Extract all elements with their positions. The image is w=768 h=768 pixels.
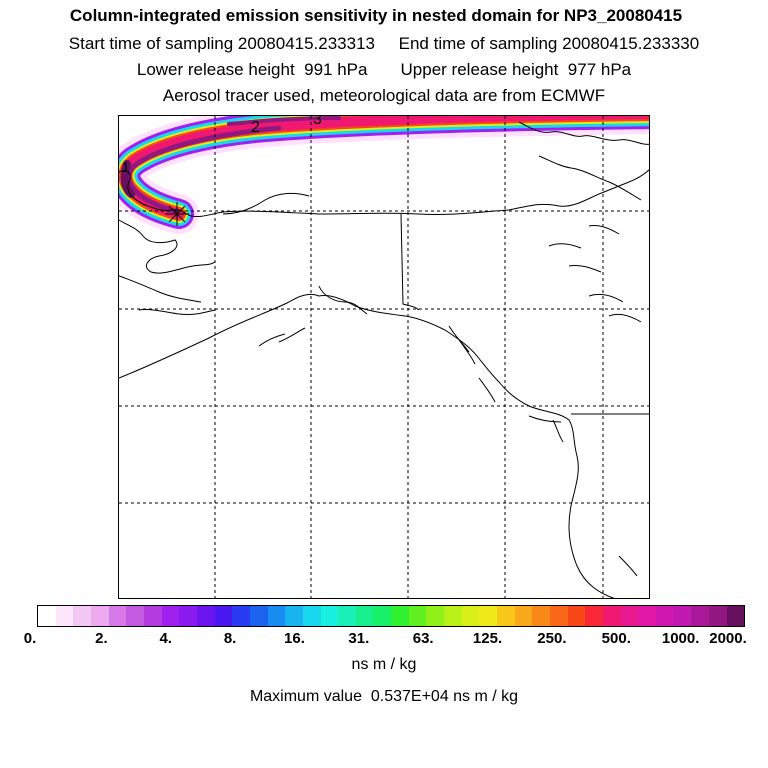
colorbar-segment [179,606,197,626]
colorbar-segment [691,606,709,626]
colorbar-segment [302,606,321,626]
release-heights: Lower release height 991 hPa Upper relea… [0,60,768,80]
colorbar-segment [514,606,533,626]
maximum-value: Maximum value 0.537E+04 ns m / kg [249,688,519,705]
coastlines [119,121,649,598]
colorbar-segment [532,606,551,626]
colorbar-segment [408,606,427,626]
colorbar-tick-label: 63. [412,630,434,647]
colorbar-segment [108,606,127,626]
colorbar-segment [232,606,250,626]
colorbar-segment [391,606,409,626]
contour-label-1: 1 [122,159,130,175]
map-panel: 2 3 1 [118,115,650,599]
colorbar-segment [338,606,356,626]
colorbar-segment [38,606,56,626]
colorbar-segment [126,606,144,626]
colorbar-segment [214,606,233,626]
colorbar-tick-label: 8. [223,630,237,647]
colorbar-segment [726,606,745,626]
colorbar-segment [320,606,339,626]
political-borders [400,213,649,415]
map-canvas: 2 3 1 [119,116,649,598]
colorbar-segment [196,606,215,626]
colorbar-segment [585,606,603,626]
sensitivity-plume [119,116,649,234]
colorbar-segment [708,606,727,626]
colorbar-segment [426,606,445,626]
colorbar-segment [285,606,303,626]
colorbar-segment [461,606,480,626]
colorbar-segment [603,606,621,626]
colorbar-tick-label: 0. [23,630,37,647]
colorbar-tick-label: 2000. [709,630,747,647]
colorbar-segment [444,606,462,626]
colorbar-segment [55,606,74,626]
graticule [119,116,649,598]
colorbar-segment [249,606,268,626]
colorbar-tick-label: 1000. [661,630,700,647]
colorbar-tick-label: 4. [159,630,172,647]
colorbar-tick-label: 31. [348,630,370,647]
colorbar-segment [143,606,162,626]
colorbar-segment [497,606,515,626]
colorbar-segment [355,606,374,626]
release-upper: Upper release height 977 hPa [400,60,632,79]
colorbar-units: ns m / kg [351,656,417,673]
colorbar-segment [620,606,639,626]
colorbar-segment [479,606,498,626]
colorbar-segment [161,606,180,626]
colorbar-tick-labels: 0. 2. 4. 8. 16. 31. 63. 125. 250. 500. 1000. 2000. [0,630,768,650]
colorbar-tick-label: 16. [284,630,305,647]
colorbar-segment [73,606,91,626]
figure-title: Column-integrated emission sensitivity i… [69,6,683,25]
sampling-times: Start time of sampling 20080415.233313 E… [0,34,768,54]
tracer-info: Aerosol tracer used, meteorological data… [162,86,606,105]
contour-label-3: 3 [313,116,322,128]
sampling-start: Start time of sampling 20080415.233313 [68,34,376,53]
colorbar-tick-label: 500. [601,630,631,647]
contour-label-2: 2 [251,119,260,136]
colorbar-segment [267,606,286,626]
colorbar-segment [655,606,674,626]
colorbar-tick-label: 2. [95,630,108,647]
colorbar-segment [567,606,586,626]
release-point-marker [165,202,189,226]
colorbar-segment [638,606,656,626]
colorbar-tick-label: 125. [472,630,503,647]
colorbar [37,605,745,627]
colorbar-tick-label: 250. [537,630,567,647]
colorbar-segment [90,606,109,626]
colorbar-segment [550,606,568,626]
sampling-end: End time of sampling 20080415.233330 [398,34,700,53]
colorbar-segment [673,606,692,626]
release-lower: Lower release height 991 hPa [136,60,368,79]
colorbar-segment [373,606,392,626]
